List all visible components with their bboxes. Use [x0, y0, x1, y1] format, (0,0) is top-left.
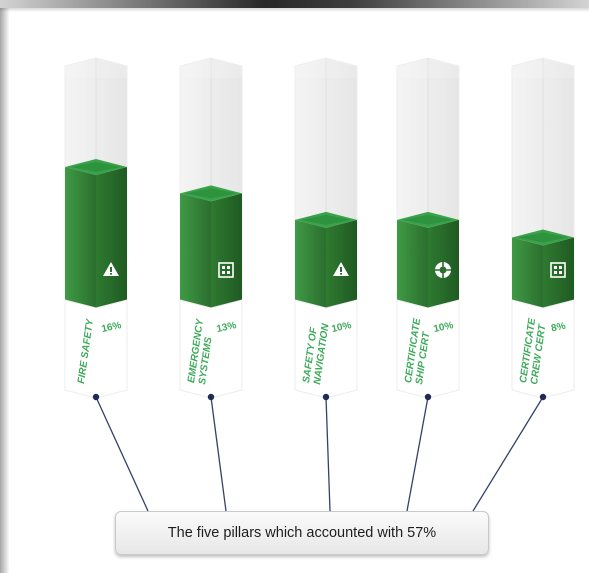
leader-line [325, 396, 331, 512]
value-label: 13% [216, 320, 238, 335]
leader-dot [539, 393, 547, 401]
bar-top-inner [403, 214, 453, 225]
bar-top-inner [71, 161, 121, 172]
top-border-shadow [0, 0, 589, 12]
bar-top-inner [518, 232, 568, 243]
leader-dot [424, 393, 432, 401]
leader-line [406, 396, 429, 512]
label-band [511, 299, 575, 399]
bar-top-inner [186, 188, 236, 199]
bar-front [397, 219, 428, 308]
lifebuoy-icon [435, 262, 451, 278]
value-label: 8% [550, 321, 567, 335]
bar-side [211, 193, 242, 308]
pillar-4: 10%CERTIFICATESHIP CERT [396, 57, 460, 512]
leader-dot [207, 393, 215, 401]
pillar-2: 13%EMERGENCYSYSTEMS [179, 57, 243, 512]
label-band [64, 299, 128, 399]
bar-side [543, 237, 574, 308]
pillar-top-fade [50, 58, 589, 78]
bar-front [295, 219, 326, 308]
pillar-5: 8%CERTIFICATECREW CERT [472, 57, 575, 512]
leader-line [472, 396, 544, 512]
label-band [396, 299, 460, 399]
leader-line [210, 396, 227, 512]
value-label: 10% [331, 320, 353, 335]
leader-dot [92, 393, 100, 401]
value-label: 10% [433, 320, 455, 335]
pillar-3: 10%SAFETY OFNAVIGATION [294, 57, 358, 512]
value-label: 16% [101, 320, 123, 335]
bar-side [96, 166, 127, 308]
summary-caption: The five pillars which accounted with 57… [167, 525, 437, 541]
leader-dot [322, 393, 330, 401]
leader-line [95, 396, 149, 512]
bar-front [180, 193, 211, 308]
warning-triangle-icon [333, 262, 349, 276]
bar-front [65, 166, 96, 308]
control-panel-icon [218, 262, 234, 278]
summary-caption-box: The five pillars which accounted with 57… [115, 511, 489, 555]
label-band [179, 299, 243, 399]
label-band [294, 299, 358, 399]
warning-triangle-icon [103, 262, 119, 276]
bar-front [512, 237, 543, 308]
left-border-shadow [0, 8, 12, 573]
pillar-1: 16%FIRE SAFETY [64, 57, 149, 512]
control-panel-icon [550, 262, 566, 278]
bar-top-inner [301, 214, 351, 225]
